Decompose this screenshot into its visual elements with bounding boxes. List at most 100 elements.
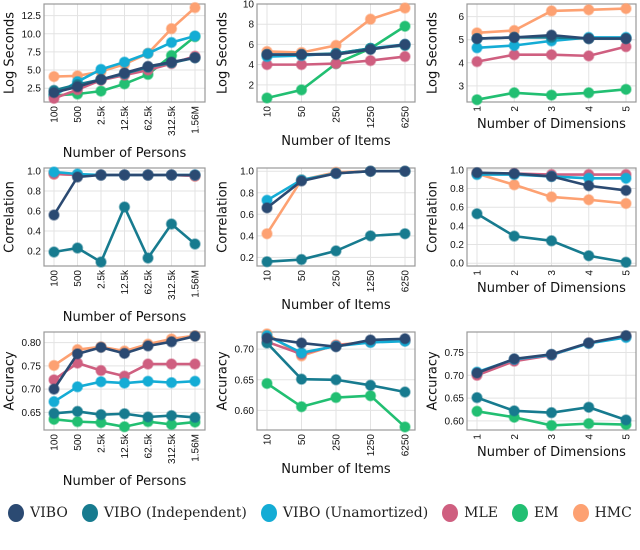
- x-tick-label: 2: [510, 270, 521, 276]
- x-tick-label: 2.5k: [97, 105, 108, 125]
- legend-item-vibo: VIBO: [8, 504, 68, 522]
- x-tick-label: 10: [263, 270, 274, 282]
- y-tick-label: 0.6: [240, 210, 254, 221]
- series-vibo-unamortized: [48, 375, 201, 408]
- legend-item-hmc: HMC: [572, 504, 632, 522]
- x-tick-label: 4: [584, 270, 595, 276]
- legend-label: VIBO (Unamortized): [282, 505, 429, 521]
- y-tick-label: 0.65: [445, 394, 465, 405]
- legend-label: EM: [534, 505, 559, 521]
- data-point: [261, 92, 273, 104]
- x-tick-label: 62.5k: [144, 105, 155, 130]
- y-tick-label: 0.70: [235, 345, 255, 356]
- data-point: [620, 2, 632, 15]
- data-point: [95, 169, 107, 181]
- data-point: [545, 48, 558, 61]
- y-tick-label: 1.0: [27, 167, 41, 178]
- series-vibo-independent: [48, 405, 201, 424]
- data-point: [330, 374, 342, 386]
- data-point: [261, 377, 273, 390]
- x-tick-label: 1250: [366, 434, 377, 457]
- data-point: [583, 401, 595, 413]
- data-point: [620, 32, 632, 45]
- data-point: [48, 407, 60, 420]
- series-vibo: [471, 166, 632, 197]
- x-tick-label: 500: [73, 106, 84, 123]
- y-tick-label: 0.80: [22, 338, 42, 349]
- data-point: [330, 391, 342, 404]
- y-tick-label: 6: [458, 12, 464, 23]
- data-point: [71, 171, 84, 183]
- data-point: [295, 337, 308, 349]
- legend-item-mle: MLE: [442, 504, 498, 522]
- legend-marker: [81, 504, 98, 522]
- data-point: [118, 347, 131, 360]
- x-tick-label: 100: [50, 434, 61, 451]
- data-point: [364, 165, 377, 177]
- data-point: [118, 56, 131, 68]
- subplot-5: 0.2 0.4 0.6 0.8 1.0 10 50 250 1250 6250 Number of …: [216, 165, 416, 313]
- data-point: [583, 50, 595, 62]
- data-point: [189, 30, 201, 42]
- x-axis-label: Number of Persons: [63, 146, 187, 161]
- data-point: [330, 340, 342, 353]
- series-mle: [261, 50, 411, 71]
- x-tick-label: 10: [263, 106, 274, 118]
- data-point: [508, 31, 520, 44]
- data-point: [364, 54, 377, 67]
- data-point: [189, 169, 201, 181]
- data-point: [71, 381, 84, 393]
- data-point: [508, 87, 520, 99]
- data-point: [364, 334, 377, 346]
- data-point: [118, 201, 131, 213]
- data-point: [295, 253, 308, 266]
- x-tick-label: 2.5k: [97, 269, 108, 289]
- x-tick-label: 1: [473, 106, 484, 112]
- data-point: [165, 358, 178, 370]
- x-axis-label: Number of Dimensions: [477, 117, 626, 132]
- x-tick-label: 100: [50, 270, 61, 287]
- x-tick-label: 6250: [401, 106, 412, 129]
- data-point: [95, 408, 107, 421]
- data-point: [118, 67, 131, 79]
- data-point: [142, 358, 154, 370]
- data-point: [261, 255, 273, 268]
- data-point: [583, 179, 595, 192]
- data-point: [118, 420, 131, 433]
- data-point: [189, 330, 201, 342]
- data-point: [95, 63, 107, 76]
- legend-marker: [260, 504, 277, 522]
- y-tick-label: 0.70: [22, 385, 42, 396]
- data-point: [545, 235, 558, 247]
- y-tick-label: 5.0: [27, 66, 41, 77]
- y-tick-label: 0.6: [27, 207, 41, 218]
- data-point: [165, 336, 178, 348]
- x-tick-label: 2: [510, 106, 521, 112]
- plot-frame: [256, 3, 416, 103]
- data-point: [165, 36, 178, 49]
- data-point: [48, 209, 60, 221]
- data-point: [399, 50, 411, 63]
- data-point: [95, 85, 107, 97]
- x-tick-label: 312.5k: [167, 269, 178, 300]
- x-axis-label: Number of Persons: [63, 474, 187, 489]
- y-tick-label: 7.5: [27, 47, 41, 58]
- data-point: [142, 47, 154, 60]
- plot-frame: [256, 331, 416, 431]
- data-point: [261, 48, 273, 61]
- data-point: [142, 169, 154, 181]
- x-tick-label: 10: [263, 434, 274, 446]
- x-tick-label: 2: [510, 434, 521, 440]
- y-axis-label: Log Seconds: [216, 12, 231, 94]
- data-point: [508, 167, 520, 180]
- series-vibo: [471, 329, 632, 379]
- data-point: [545, 406, 558, 419]
- x-tick-label: 12.5k: [120, 433, 131, 458]
- data-point: [508, 353, 520, 365]
- x-tick-label: 62.5k: [144, 269, 155, 294]
- data-point: [95, 73, 107, 86]
- y-axis-label: Correlation: [426, 181, 441, 253]
- y-tick-label: 4: [248, 60, 254, 71]
- y-tick-label: 2.5: [27, 84, 41, 95]
- data-point: [95, 256, 107, 268]
